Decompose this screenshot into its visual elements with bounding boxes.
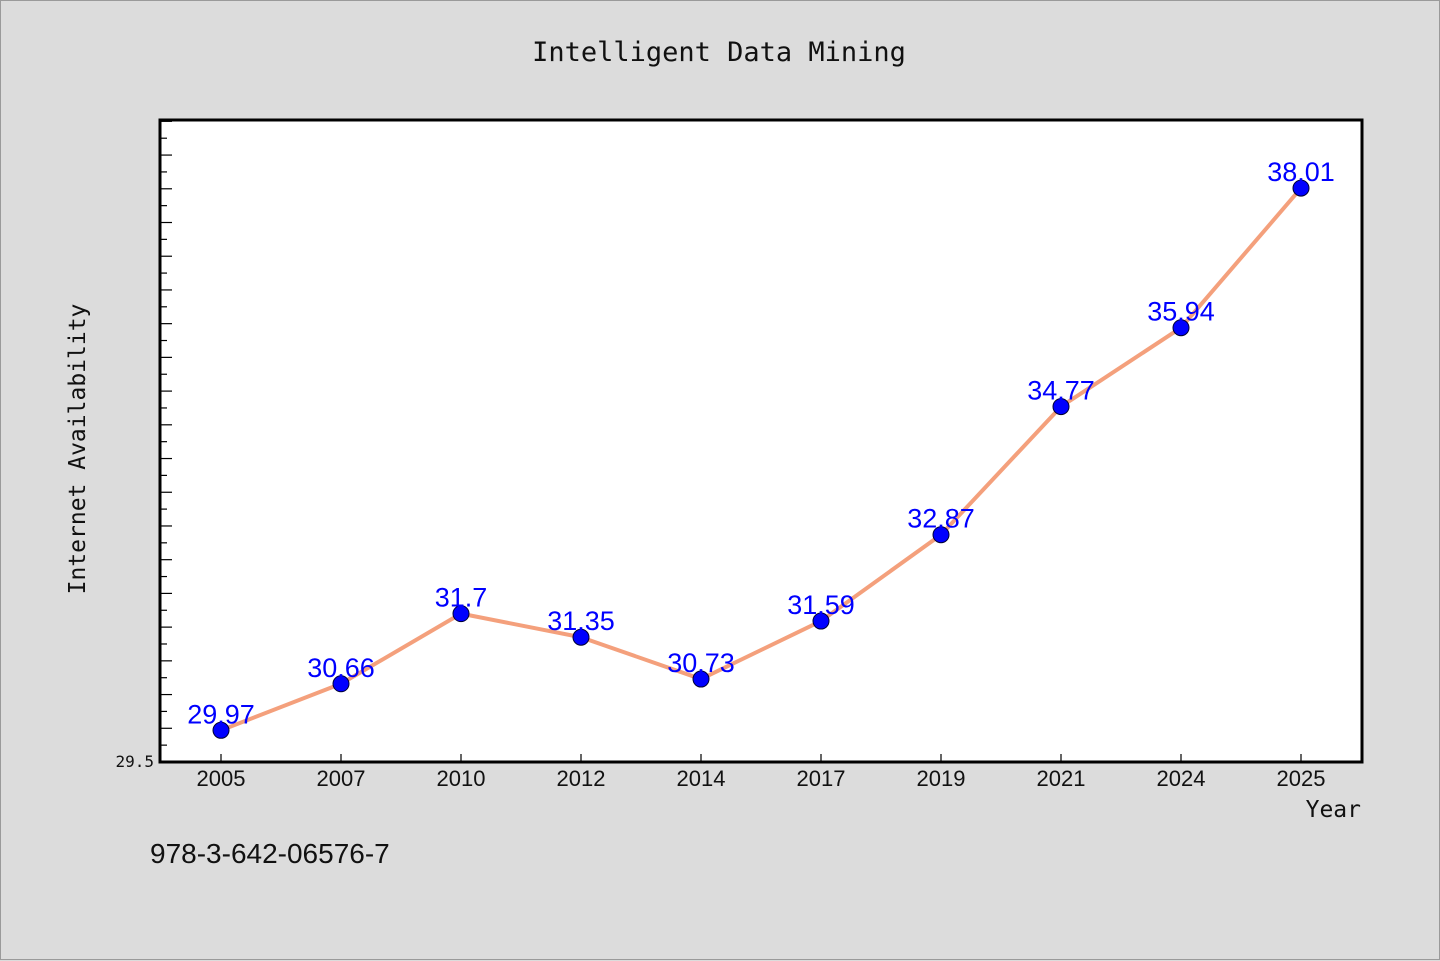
x-tick-label: 2010 [437,766,486,791]
x-tick-label: 2005 [197,766,246,791]
chart-title: Intelligent Data Mining [532,37,906,68]
data-label: 31.59 [787,590,855,620]
data-label: 30.73 [667,648,735,678]
data-label: 31.35 [547,606,615,636]
x-tick-label: 2025 [1277,766,1326,791]
y-tick-label: 29.5 [115,752,154,771]
data-point [572,628,590,646]
data-label: 30.66 [307,653,375,683]
x-tick-labels: 2005 2007 2010 2012 2014 2017 2019 2021 2024 2025 [197,766,1326,791]
isbn-text: 978-3-642-06576-7 [150,838,390,869]
data-point [1052,398,1070,416]
data-point [692,670,710,688]
data-point [332,675,350,693]
data-label: 35.94 [1147,297,1215,327]
x-tick-label: 2012 [557,766,606,791]
data-point [812,612,830,630]
series-line [219,186,1303,733]
x-tick-label: 2021 [1037,766,1086,791]
x-tick-label: 2024 [1157,766,1206,791]
y-axis-ticks [160,120,172,746]
x-tick-label: 2019 [917,766,966,791]
data-point [1172,319,1190,337]
data-label: 31.7 [435,583,488,613]
series-markers [212,179,1310,739]
data-point [212,721,230,739]
data-point [932,526,950,544]
data-label: 34.77 [1027,376,1095,406]
data-label: 38.01 [1267,157,1335,187]
data-point [1292,179,1310,197]
x-axis-label: Year [1306,797,1361,823]
x-tick-label: 2014 [677,766,726,791]
plot-area [158,118,1364,764]
data-label: 32.87 [907,504,975,534]
x-tick-label: 2007 [317,766,366,791]
x-tick-label: 2017 [797,766,846,791]
data-point [452,605,470,623]
y-axis-label: Internet Availability [65,304,91,595]
x-axis-ticks [220,754,1302,762]
data-label: 29.97 [187,699,255,729]
data-labels: 29.97 30.66 31.7 31.35 30.73 31.59 32.87 34.77 3… [187,157,1335,729]
